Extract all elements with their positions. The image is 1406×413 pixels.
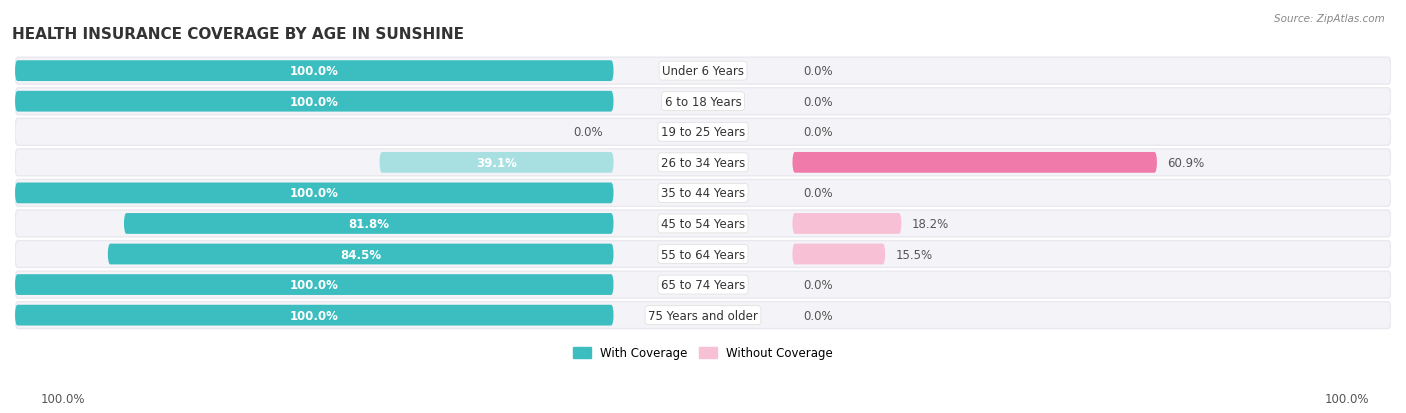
Text: 65 to 74 Years: 65 to 74 Years [661,278,745,292]
Text: 15.5%: 15.5% [896,248,932,261]
FancyBboxPatch shape [15,150,1391,176]
FancyBboxPatch shape [15,305,613,326]
Text: 81.8%: 81.8% [349,217,389,230]
Text: 100.0%: 100.0% [290,309,339,322]
Text: 100.0%: 100.0% [41,392,86,405]
FancyBboxPatch shape [15,271,1391,298]
Text: Under 6 Years: Under 6 Years [662,65,744,78]
FancyBboxPatch shape [15,183,613,204]
Text: 100.0%: 100.0% [290,95,339,109]
FancyBboxPatch shape [15,302,1391,329]
Text: 19 to 25 Years: 19 to 25 Years [661,126,745,139]
Text: 100.0%: 100.0% [290,278,339,292]
Text: 0.0%: 0.0% [803,95,832,109]
Text: 0.0%: 0.0% [803,187,832,200]
Text: 100.0%: 100.0% [290,65,339,78]
Text: 100.0%: 100.0% [1324,392,1369,405]
Text: 45 to 54 Years: 45 to 54 Years [661,217,745,230]
Text: 6 to 18 Years: 6 to 18 Years [665,95,741,109]
Text: 0.0%: 0.0% [803,126,832,139]
FancyBboxPatch shape [15,275,613,295]
Text: 84.5%: 84.5% [340,248,381,261]
Text: 35 to 44 Years: 35 to 44 Years [661,187,745,200]
FancyBboxPatch shape [15,58,1391,85]
Text: 0.0%: 0.0% [803,65,832,78]
Text: Source: ZipAtlas.com: Source: ZipAtlas.com [1274,14,1385,24]
Text: 39.1%: 39.1% [477,157,517,169]
FancyBboxPatch shape [15,211,1391,237]
Legend: With Coverage, Without Coverage: With Coverage, Without Coverage [568,342,838,364]
FancyBboxPatch shape [793,244,886,265]
Text: 0.0%: 0.0% [574,126,603,139]
FancyBboxPatch shape [15,180,1391,207]
Text: HEALTH INSURANCE COVERAGE BY AGE IN SUNSHINE: HEALTH INSURANCE COVERAGE BY AGE IN SUNS… [13,27,464,42]
FancyBboxPatch shape [793,214,901,234]
FancyBboxPatch shape [380,152,613,173]
Text: 60.9%: 60.9% [1167,157,1205,169]
FancyBboxPatch shape [15,92,613,112]
Text: 55 to 64 Years: 55 to 64 Years [661,248,745,261]
FancyBboxPatch shape [793,152,1157,173]
Text: 0.0%: 0.0% [803,309,832,322]
Text: 0.0%: 0.0% [803,278,832,292]
FancyBboxPatch shape [15,119,1391,146]
Text: 18.2%: 18.2% [911,217,949,230]
FancyBboxPatch shape [15,88,1391,115]
Text: 100.0%: 100.0% [290,187,339,200]
Text: 26 to 34 Years: 26 to 34 Years [661,157,745,169]
Text: 75 Years and older: 75 Years and older [648,309,758,322]
FancyBboxPatch shape [15,241,1391,268]
FancyBboxPatch shape [108,244,613,265]
FancyBboxPatch shape [15,61,613,82]
FancyBboxPatch shape [124,214,613,234]
